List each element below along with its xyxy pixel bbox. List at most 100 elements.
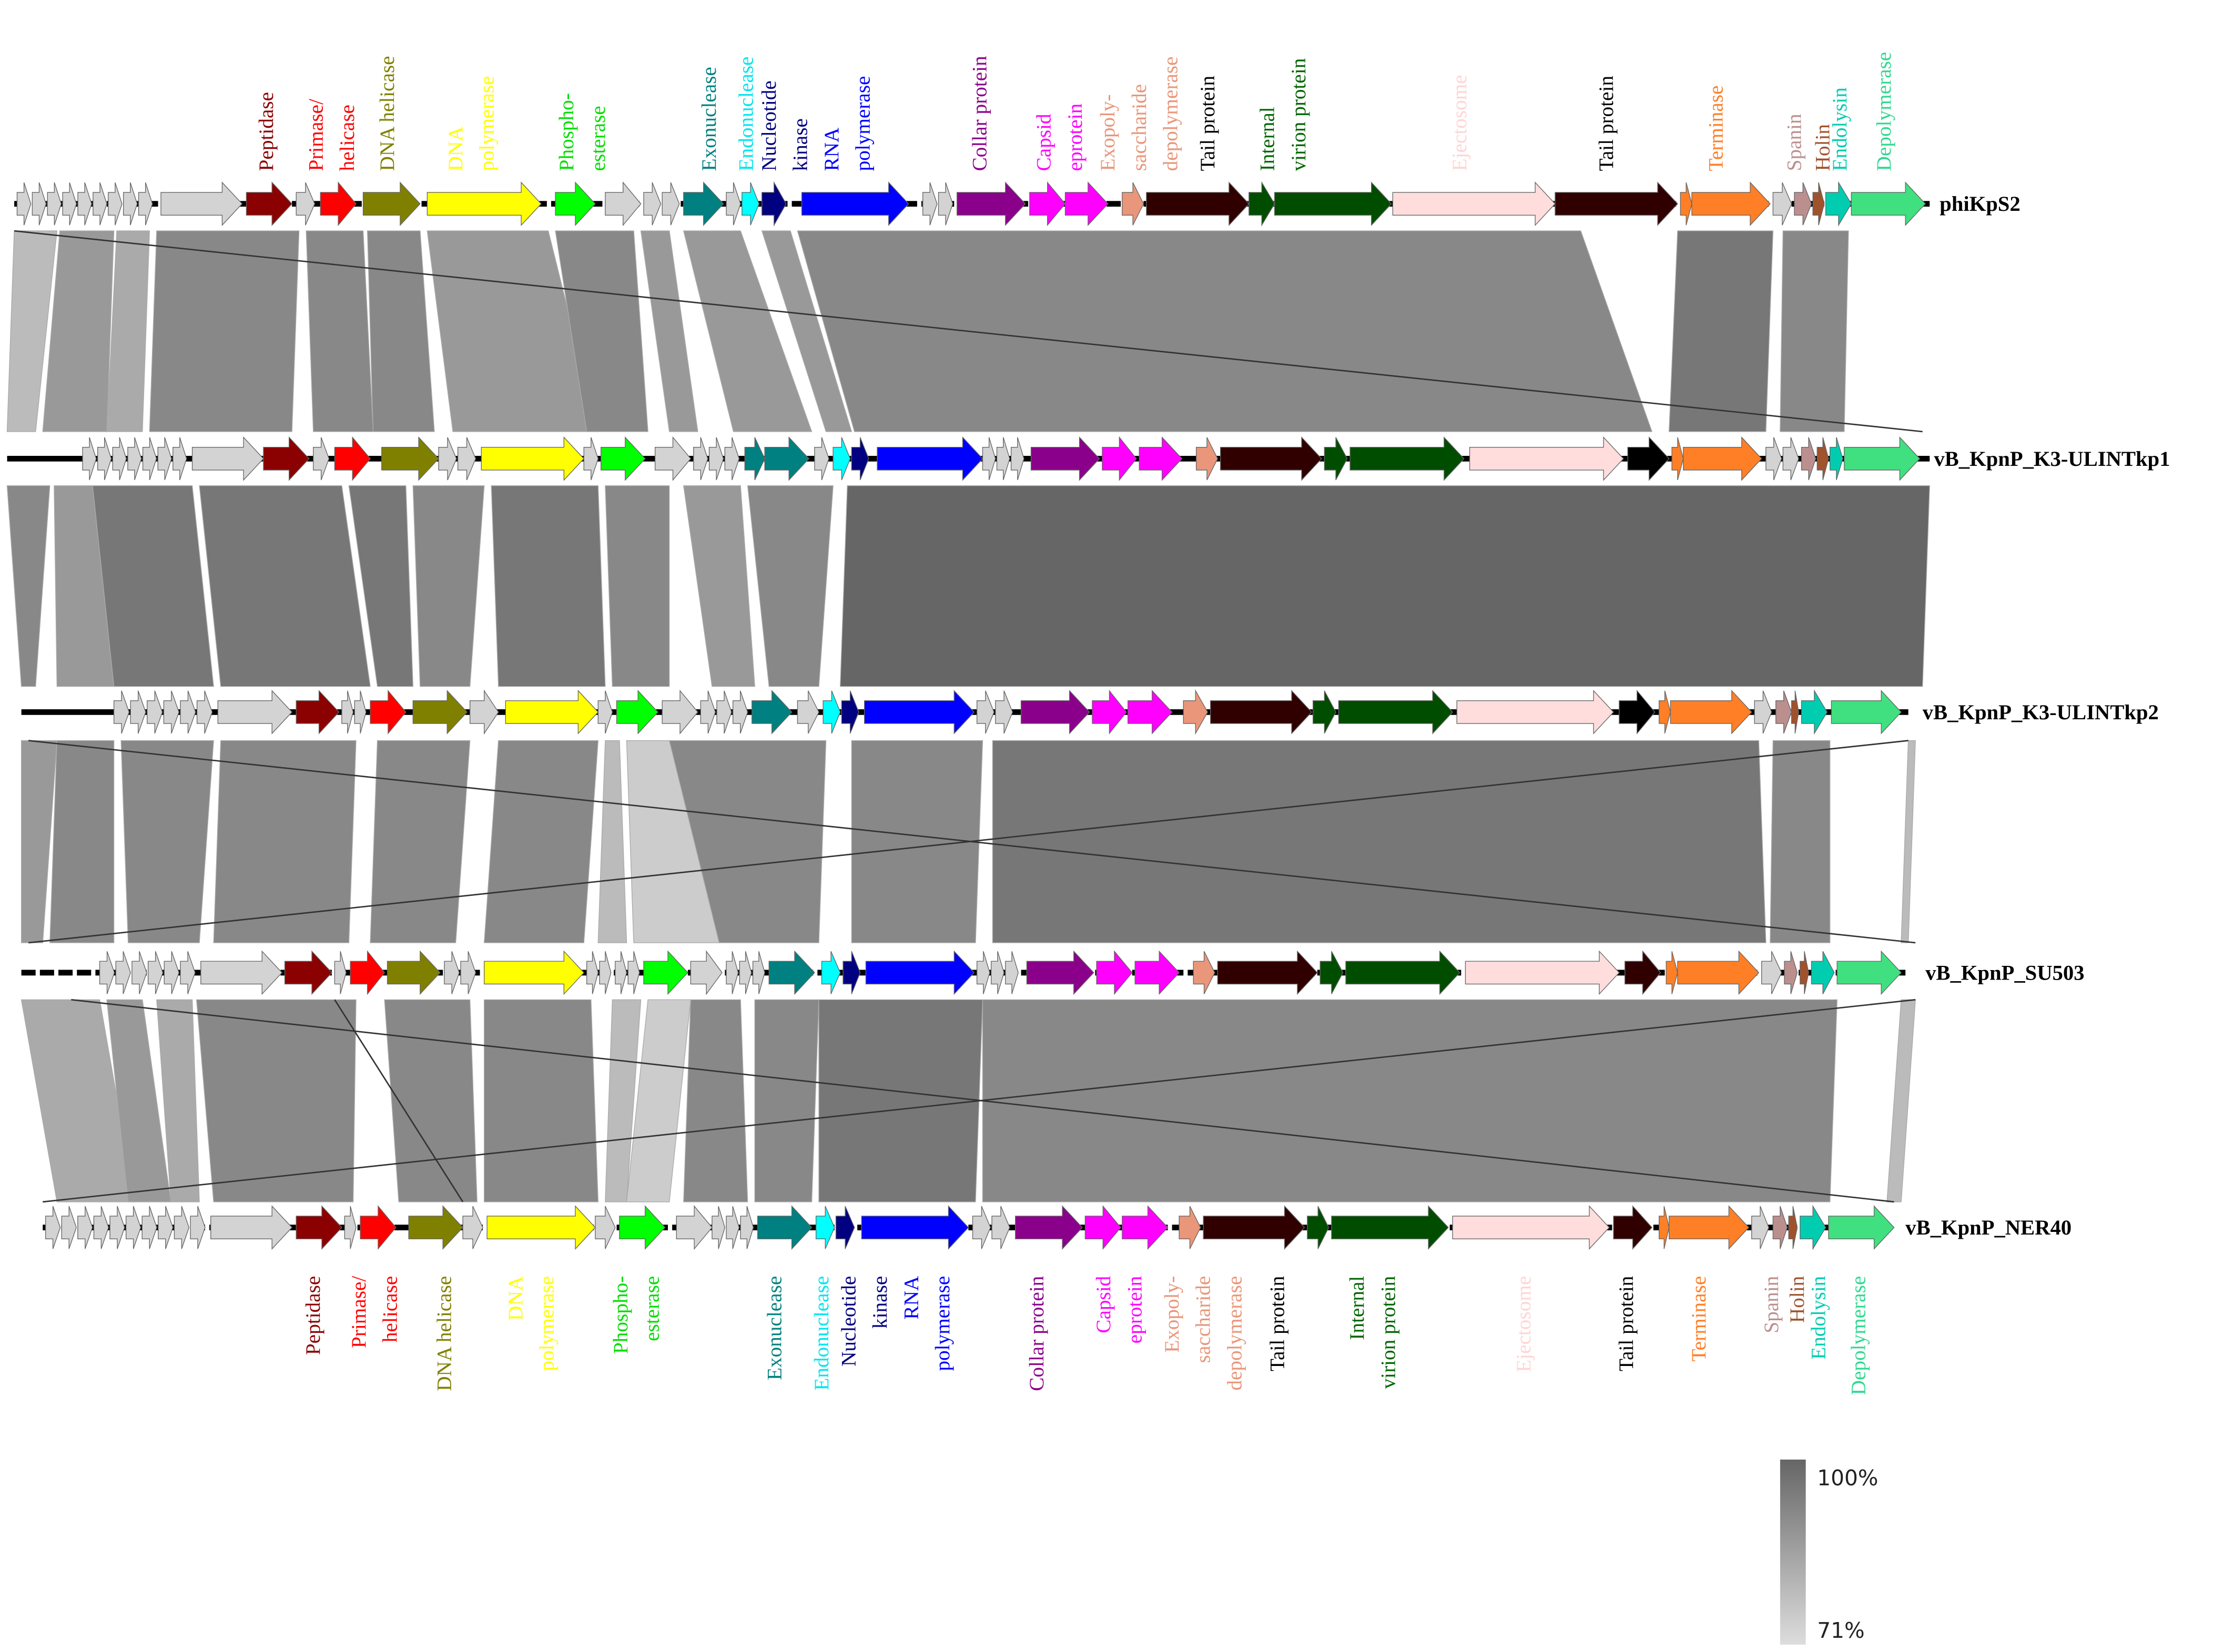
similarity-band — [213, 740, 357, 943]
similarity-band — [761, 230, 852, 432]
gene-arrow — [1102, 436, 1137, 481]
gene-arrow — [1217, 950, 1318, 995]
gene-arrow — [284, 950, 332, 995]
gene-arrow — [1671, 437, 1684, 481]
gene-arrow — [615, 951, 627, 994]
gene-arrow — [1005, 951, 1019, 994]
gene-arrow — [123, 182, 138, 226]
gene-arrow — [1659, 1206, 1670, 1249]
gene-label: helicase — [336, 105, 359, 171]
similarity-band — [149, 230, 300, 432]
gene-arrow — [1825, 181, 1852, 227]
similarity-band — [92, 485, 214, 687]
similarity-band — [1901, 740, 1916, 943]
gene-arrow — [1659, 690, 1671, 734]
similarity-band — [384, 999, 478, 1202]
gene-arrow — [586, 951, 599, 994]
gene-arrow — [1029, 181, 1066, 227]
similarity-band — [120, 740, 214, 943]
genome-name: vB_KpnP_SU503 — [1925, 961, 2084, 984]
gene-label: Spanin — [1783, 114, 1805, 171]
gene-arrow — [865, 950, 975, 995]
gene-arrow — [296, 182, 316, 226]
similarity-band — [683, 485, 755, 687]
gene-label: saccharide — [1192, 1276, 1215, 1363]
gene-arrow — [1683, 436, 1762, 481]
gene-arrow — [62, 182, 77, 226]
gene-arrow — [127, 437, 142, 481]
similarity-band — [306, 230, 374, 432]
gene-arrow — [835, 1206, 855, 1249]
gene-arrow — [112, 437, 127, 481]
gene-label: Depolymerase — [1847, 1276, 1870, 1395]
gene-label: Tail protein — [1595, 76, 1618, 171]
gene-arrow — [350, 950, 385, 995]
gene-arrow — [217, 690, 293, 735]
gene-arrow — [1203, 1205, 1305, 1250]
gene-arrow — [1274, 181, 1392, 226]
gene-arrow — [843, 951, 861, 994]
gene-label: Spanin — [1760, 1276, 1783, 1333]
inversion-line — [71, 999, 1894, 1203]
gene-arrow — [1195, 437, 1219, 481]
identity-scale — [1780, 1460, 1806, 1645]
gene-arrow — [82, 437, 97, 481]
gene-arrow — [45, 1206, 61, 1249]
gene-arrow — [334, 436, 371, 481]
gene-arrow — [752, 951, 765, 994]
gene-arrow — [693, 437, 708, 481]
gene-label: eprotein — [1124, 1276, 1146, 1343]
gene-arrow — [263, 436, 310, 481]
gene-arrow — [1030, 436, 1100, 481]
gene-arrow — [1122, 1205, 1169, 1250]
gene-label: Phospho- — [555, 93, 578, 171]
gene-label: DNA helicase — [433, 1276, 455, 1391]
gene-arrow — [1331, 1205, 1449, 1250]
gene-label: DNA helicase — [376, 56, 399, 171]
gene-arrow — [662, 689, 698, 735]
gene-label: Tail protein — [1615, 1276, 1638, 1371]
gene-arrow — [1179, 1206, 1201, 1249]
gene-arrow — [601, 436, 646, 481]
gene-arrow — [996, 437, 1010, 481]
similarity-band — [6, 485, 50, 687]
gene-arrow — [460, 951, 476, 994]
gene-arrow — [1775, 690, 1792, 734]
gene-label: Peptidase — [302, 1276, 324, 1355]
gene-arrow — [1392, 181, 1556, 226]
similarity-band — [683, 999, 748, 1202]
gene-label: Internal — [1256, 107, 1279, 171]
gene-arrow — [742, 182, 760, 226]
gene-arrow — [147, 951, 164, 994]
gene-arrow — [1772, 182, 1792, 226]
gene-arrow — [1313, 690, 1336, 734]
similarity-bands — [6, 230, 1930, 1203]
gene-arrow — [196, 690, 213, 734]
gene-arrow — [115, 951, 131, 994]
similarity-band — [992, 740, 1767, 943]
gene-arrow — [1345, 950, 1460, 995]
gene-arrow — [662, 182, 680, 226]
gene-arrow — [864, 690, 975, 735]
gene-arrow — [99, 951, 115, 994]
gene-arrow — [1015, 1205, 1083, 1250]
gene-label: polymerase — [535, 1276, 558, 1371]
gene-arrow — [833, 437, 851, 481]
gene-arrow — [427, 181, 542, 226]
similarity-band — [370, 740, 471, 943]
similarity-band — [747, 485, 834, 687]
gene-label: DNA — [504, 1276, 527, 1321]
gene-arrow — [1784, 951, 1798, 994]
gene-arrow — [700, 690, 716, 734]
gene-arrow — [1349, 436, 1465, 481]
gene-arrow — [1788, 1206, 1798, 1249]
gene-arrow — [1064, 181, 1109, 226]
gene-arrow — [797, 690, 819, 734]
gene-label: Collar protein — [1026, 1276, 1048, 1391]
gene-arrow — [922, 182, 938, 226]
gene-arrow — [739, 951, 752, 994]
gene-arrow — [1210, 690, 1312, 735]
gene-arrow — [93, 182, 107, 226]
gene-arrow — [1761, 951, 1782, 994]
